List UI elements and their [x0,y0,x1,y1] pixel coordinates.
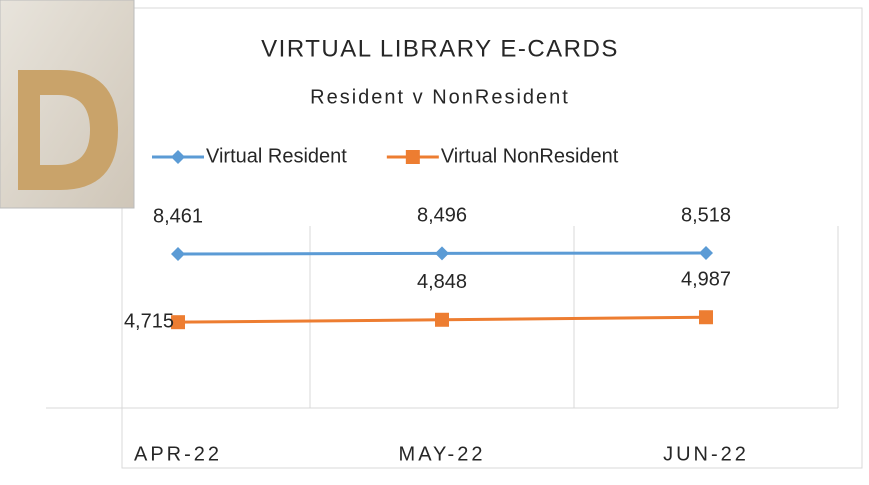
x-tick-label: APR-22 [134,443,222,465]
chart: VIRTUAL LIBRARY E-CARDS Resident v NonRe… [0,0,869,480]
legend-marker [406,150,420,164]
page: {"chart_data": {"type": "line", "title":… [0,0,869,480]
x-tick-label: MAY-22 [399,443,486,465]
data-label: 4,715 [124,310,174,332]
data-label: 4,848 [417,271,467,293]
legend-label: Virtual Resident [206,145,347,167]
photo [0,0,134,208]
data-label: 4,987 [681,269,731,291]
data-label: 8,496 [417,205,467,227]
data-point [435,313,449,327]
x-tick-label: JUN-22 [663,443,749,465]
data-label: 8,518 [681,204,731,226]
chart-title: VIRTUAL LIBRARY E-CARDS [261,35,619,62]
legend-label: Virtual NonResident [441,145,619,167]
data-label: 8,461 [153,205,203,227]
chart-border [122,8,862,468]
chart-subtitle: Resident v NonResident [310,86,570,108]
data-point [699,310,713,324]
